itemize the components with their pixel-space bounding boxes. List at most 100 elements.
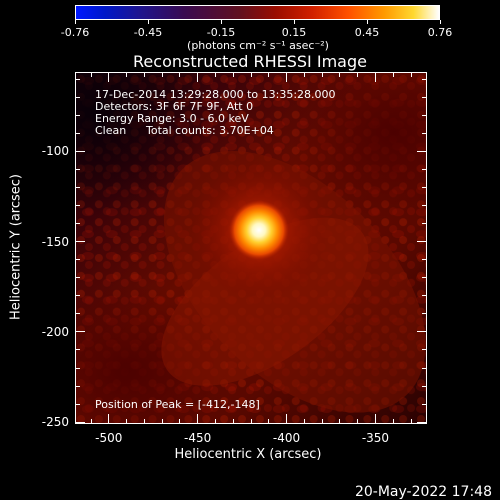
y-minor-tick [75,78,80,80]
y-minor-tick-right [422,132,427,134]
x-minor-tick-top [126,72,128,77]
y-minor-tick-right [422,277,427,279]
colorbar-gradient [76,6,439,19]
x-minor-tick [410,419,412,424]
y-minor-tick [75,385,80,387]
colorbar-tick-label: 0.76 [427,26,453,39]
info-detectors: Detectors: 3F 6F 7F 9F, Att 0 [95,100,254,113]
x-minor-tick [339,419,341,424]
colorbar-tick-label: -0.45 [133,26,163,39]
y-minor-tick-right [422,205,427,207]
colorbar-unit-label: (photons cm⁻² s⁻¹ asec⁻²) [187,39,329,52]
colorbar-tick-mark [293,20,295,24]
y-minor-tick-right [422,187,427,189]
y-tick-label: -250 [41,415,69,430]
y-minor-tick [75,259,80,261]
info-clean: Clean [95,124,127,137]
y-tick-label: -200 [41,324,69,339]
y-axis-label: Heliocentric Y (arcsec) [8,174,24,320]
x-major-tick [108,414,110,424]
y-major-tick-right [417,150,427,152]
rhessi-image [76,73,426,423]
info-energy-range: Energy Range: 3.0 - 6.0 keV [95,112,249,125]
x-minor-tick-top [90,72,92,77]
y-minor-tick-right [422,349,427,351]
y-minor-tick-right [422,114,427,116]
y-major-tick [75,150,85,152]
y-major-tick [75,241,85,243]
y-minor-tick-right [422,367,427,369]
x-minor-tick-top [303,72,305,77]
y-minor-tick [75,223,80,225]
y-major-tick-right [417,331,427,333]
y-minor-tick [75,132,80,134]
x-minor-tick-top [339,72,341,77]
colorbar-tick-label: -0.76 [60,26,90,39]
x-major-tick [197,414,199,424]
x-minor-tick [232,419,234,424]
x-major-tick [286,414,288,424]
y-minor-tick-right [422,403,427,405]
info-time-range: 17-Dec-2014 13:29:28.000 to 13:35:28.000 [95,88,336,101]
x-minor-tick [161,419,163,424]
y-minor-tick [75,367,80,369]
colorbar-tick-mark [147,20,149,24]
y-minor-tick [75,168,80,170]
x-tick-label: -500 [95,431,123,445]
colorbar-tick-mark [220,20,222,24]
x-minor-tick [126,419,128,424]
footer-timestamp: 20-May-2022 17:48 [354,484,492,500]
y-minor-tick-right [422,96,427,98]
y-minor-tick [75,96,80,98]
x-minor-tick-top [179,72,181,77]
x-minor-tick [179,419,181,424]
y-minor-tick [75,313,80,315]
y-minor-tick [75,295,80,297]
colorbar [75,5,440,20]
y-minor-tick-right [422,168,427,170]
x-minor-tick-top [143,72,145,77]
x-minor-tick [268,419,270,424]
y-minor-tick [75,277,80,279]
y-major-tick-right [417,421,427,423]
plot-title: Reconstructed RHESSI Image [133,52,367,71]
y-minor-tick [75,205,80,207]
x-minor-tick-top [321,72,323,77]
image-frame: 17-Dec-2014 13:29:28.000 to 13:35:28.000… [75,72,427,424]
x-major-tick-top [374,72,376,82]
colorbar-tick-mark [439,20,441,24]
y-minor-tick-right [422,259,427,261]
x-major-tick [374,414,376,424]
x-major-tick-top [286,72,288,82]
colorbar-tick-label: -0.15 [206,26,236,39]
x-minor-tick [214,419,216,424]
y-minor-tick-right [422,385,427,387]
x-tick-label: -450 [184,431,212,445]
y-major-tick [75,331,85,333]
y-minor-tick [75,187,80,189]
x-minor-tick-top [214,72,216,77]
x-minor-tick [143,419,145,424]
y-minor-tick-right [422,78,427,80]
x-minor-tick-top [268,72,270,77]
y-minor-tick-right [422,313,427,315]
y-minor-tick [75,349,80,351]
x-minor-tick [90,419,92,424]
x-major-tick-top [108,72,110,82]
colorbar-tick-label: 0.45 [354,26,380,39]
y-tick-label: -100 [41,144,69,159]
y-minor-tick-right [422,223,427,225]
x-minor-tick-top [232,72,234,77]
colorbar-tick-mark [366,20,368,24]
y-tick-label: -150 [41,234,69,249]
x-minor-tick [303,419,305,424]
x-minor-tick-top [250,72,252,77]
x-minor-tick [392,419,394,424]
x-minor-tick [357,419,359,424]
x-minor-tick [250,419,252,424]
colorbar-tick-mark [74,20,76,24]
x-minor-tick-top [357,72,359,77]
x-minor-tick-top [161,72,163,77]
y-minor-tick-right [422,295,427,297]
y-minor-tick [75,114,80,116]
